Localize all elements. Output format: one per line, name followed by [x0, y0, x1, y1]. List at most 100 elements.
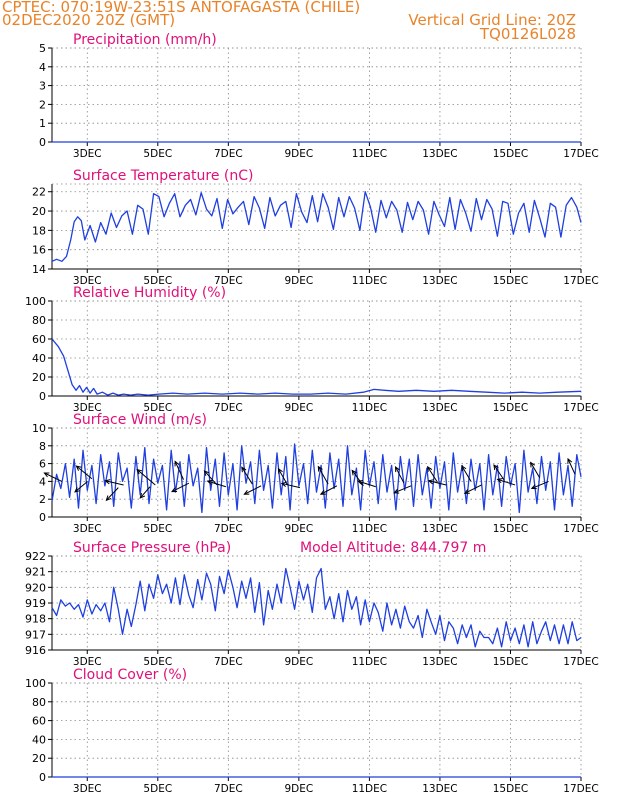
wind-arrow-shaft	[281, 482, 301, 489]
x-tick-label: 11DEC	[352, 523, 387, 535]
y-tick-label: 0	[39, 136, 46, 149]
y-tick-label: 10	[32, 422, 46, 435]
y-tick-label: 40	[32, 733, 46, 746]
x-tick-label: 3DEC	[73, 523, 102, 535]
panel-rh: 0 20 40 60 80 100 3DEC 5DEC 7DEC 9DEC 11DEC 13DEC 15…	[25, 285, 599, 414]
y-tick-label: 3	[39, 80, 46, 93]
y-tick-label: 40	[32, 352, 46, 365]
x-tick-label: 15DEC	[493, 148, 528, 160]
wind-arrow	[395, 466, 405, 484]
x-tick-label: 15DEC	[493, 275, 528, 287]
wind-arrow-shaft	[427, 466, 438, 483]
wind-arrow-head	[241, 466, 247, 473]
wind-arrow-shaft	[171, 482, 190, 493]
wind-arrow-shaft	[204, 470, 218, 486]
wind-arrow	[174, 460, 184, 480]
header-model-id: TQ0126L028	[479, 25, 576, 43]
wind-arrow-head	[395, 466, 400, 473]
panel-title: Precipitation (mm/h)	[73, 32, 217, 48]
x-tick-label: 17DEC	[563, 656, 598, 668]
y-tick-label: 917	[25, 628, 46, 641]
x-tick-label: 5DEC	[143, 402, 172, 414]
series-line-wind	[51, 443, 582, 514]
wind-arrow-shaft	[358, 480, 376, 488]
wind-arrow	[496, 478, 516, 486]
header-grid-info: Vertical Grid Line: 20Z	[408, 11, 576, 29]
y-tick-label: 16	[32, 244, 46, 257]
y-tick-label: 0	[39, 390, 46, 403]
wind-arrow-head	[203, 470, 210, 476]
wind-arrow-shaft	[139, 486, 151, 499]
wind-arrow-shaft	[241, 467, 253, 485]
x-tick-label: 15DEC	[493, 656, 528, 668]
wind-arrow-shaft	[320, 485, 338, 495]
x-tick-label: 7DEC	[214, 783, 243, 795]
x-tick-label: 11DEC	[352, 275, 387, 287]
header-init-time: 02DEC2020 20Z (GMT)	[2, 11, 176, 29]
y-tick-label: 922	[25, 550, 46, 563]
y-tick-label: 1	[39, 117, 46, 130]
wind-arrow-head	[243, 489, 250, 495]
panel-title: Surface Pressure (hPa)	[73, 540, 231, 556]
y-tick-label: 20	[32, 205, 46, 218]
wind-arrow-head	[105, 495, 112, 502]
wind-arrow	[427, 479, 447, 486]
series-line-temp	[51, 191, 582, 262]
wind-arrow-shaft	[105, 480, 124, 486]
x-tick-label: 9DEC	[284, 656, 313, 668]
panel-annotation: Model Altitude: 844.797 m	[300, 540, 486, 556]
x-tick-label: 11DEC	[352, 656, 387, 668]
wind-arrow-shaft	[44, 472, 63, 482]
y-tick-label: 20	[32, 752, 46, 765]
wind-arrow-head	[171, 487, 178, 493]
wind-arrow-head	[427, 479, 434, 485]
wind-arrow-shaft	[395, 466, 405, 484]
wind-arrow	[104, 479, 124, 486]
y-tick-label: 4	[39, 475, 46, 488]
y-tick-label: 5	[39, 42, 46, 55]
wind-arrow-shaft	[106, 487, 119, 501]
wind-arrow-shaft	[531, 480, 549, 489]
x-tick-label: 17DEC	[563, 402, 598, 414]
wind-arrow-head	[357, 479, 364, 485]
y-tick-label: 6	[39, 458, 46, 471]
x-tick-label: 15DEC	[493, 402, 528, 414]
x-tick-label: 13DEC	[422, 148, 457, 160]
wind-arrow	[461, 465, 472, 482]
wind-arrow	[136, 468, 156, 486]
wind-arrow-shaft	[244, 485, 262, 495]
y-tick-label: 921	[25, 566, 46, 579]
wind-arrow	[317, 465, 329, 485]
panel-title: Cloud Cover (%)	[73, 667, 187, 683]
wind-arrow	[74, 481, 88, 493]
panel-title: Surface Temperature (nC)	[73, 168, 254, 184]
wind-arrow	[43, 472, 63, 482]
x-tick-label: 7DEC	[214, 275, 243, 287]
wind-arrow-head	[530, 484, 537, 490]
wind-arrow	[351, 469, 364, 487]
wind-arrow-shaft	[567, 458, 576, 475]
wind-arrow-head	[463, 489, 470, 494]
series-line-pres	[51, 567, 582, 648]
wind-arrow	[493, 464, 505, 481]
x-tick-label: 15DEC	[493, 783, 528, 795]
wind-arrow-shaft	[461, 465, 472, 482]
y-tick-label: 18	[32, 224, 46, 237]
wind-arrow-head	[461, 465, 467, 472]
x-tick-label: 9DEC	[284, 783, 313, 795]
wind-arrow-head	[280, 481, 287, 487]
y-tick-label: 920	[25, 581, 46, 594]
wind-arrow	[463, 484, 482, 494]
wind-arrow-shaft	[174, 461, 184, 480]
x-tick-label: 11DEC	[352, 402, 387, 414]
x-tick-label: 5DEC	[143, 656, 172, 668]
wind-arrow-shaft	[76, 465, 93, 480]
wind-arrow-head	[136, 468, 143, 475]
wind-arrow	[206, 479, 227, 488]
wind-arrow-shaft	[530, 462, 541, 479]
x-tick-label: 9DEC	[284, 275, 313, 287]
x-tick-label: 9DEC	[284, 402, 313, 414]
x-tick-label: 9DEC	[284, 148, 313, 160]
x-tick-label: 9DEC	[284, 523, 313, 535]
